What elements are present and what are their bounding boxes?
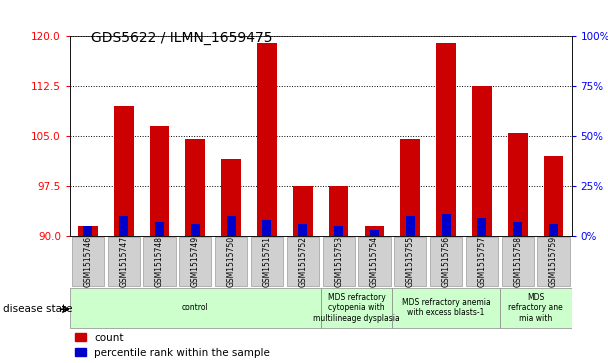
Bar <box>78 226 98 236</box>
FancyBboxPatch shape <box>287 237 319 286</box>
Text: GSM1515758: GSM1515758 <box>513 236 522 287</box>
Bar <box>508 133 528 236</box>
Bar <box>293 186 313 236</box>
Text: GSM1515749: GSM1515749 <box>191 236 200 287</box>
Text: GSM1515750: GSM1515750 <box>227 236 236 287</box>
Text: MDS refractory anemia
with excess blasts-1: MDS refractory anemia with excess blasts… <box>402 298 491 317</box>
FancyBboxPatch shape <box>70 287 321 328</box>
Text: disease state: disease state <box>3 304 72 314</box>
Bar <box>83 226 92 236</box>
Bar <box>119 216 128 236</box>
FancyBboxPatch shape <box>179 237 212 286</box>
FancyBboxPatch shape <box>215 237 247 286</box>
Text: GSM1515755: GSM1515755 <box>406 236 415 287</box>
Text: GSM1515753: GSM1515753 <box>334 236 343 287</box>
FancyBboxPatch shape <box>108 237 140 286</box>
Text: GSM1515748: GSM1515748 <box>155 236 164 287</box>
FancyBboxPatch shape <box>537 237 570 286</box>
FancyBboxPatch shape <box>143 237 176 286</box>
Bar <box>365 226 384 236</box>
Bar <box>472 86 492 236</box>
Bar <box>334 226 343 236</box>
Text: GDS5622 / ILMN_1659475: GDS5622 / ILMN_1659475 <box>91 31 273 45</box>
Text: control: control <box>182 303 209 312</box>
Bar <box>329 186 348 236</box>
FancyBboxPatch shape <box>251 237 283 286</box>
FancyBboxPatch shape <box>430 237 462 286</box>
Text: GSM1515751: GSM1515751 <box>263 236 272 287</box>
Bar <box>155 222 164 236</box>
Legend: count, percentile rank within the sample: count, percentile rank within the sample <box>75 333 270 358</box>
Bar <box>221 159 241 236</box>
Bar <box>437 43 456 236</box>
FancyBboxPatch shape <box>466 237 498 286</box>
FancyBboxPatch shape <box>392 287 500 328</box>
Bar <box>227 216 236 236</box>
Bar <box>299 224 307 236</box>
Bar <box>544 156 564 236</box>
Text: MDS
refractory ane
mia with: MDS refractory ane mia with <box>508 293 563 323</box>
Bar <box>401 139 420 236</box>
Text: GSM1515754: GSM1515754 <box>370 236 379 287</box>
FancyBboxPatch shape <box>321 287 392 328</box>
Text: GSM1515756: GSM1515756 <box>441 236 451 287</box>
Bar <box>185 139 205 236</box>
Text: GSM1515747: GSM1515747 <box>119 236 128 287</box>
FancyBboxPatch shape <box>72 237 104 286</box>
FancyBboxPatch shape <box>358 237 390 286</box>
Bar <box>191 224 200 236</box>
Bar <box>370 230 379 236</box>
Text: MDS refractory
cytopenia with
multilineage dysplasia: MDS refractory cytopenia with multilinea… <box>313 293 400 323</box>
FancyBboxPatch shape <box>394 237 426 286</box>
Bar <box>549 224 558 236</box>
Bar <box>441 214 451 236</box>
Bar <box>150 126 170 236</box>
Bar <box>477 218 486 236</box>
FancyBboxPatch shape <box>322 237 354 286</box>
Bar <box>257 43 277 236</box>
Bar <box>263 220 271 236</box>
Text: GSM1515752: GSM1515752 <box>299 236 307 287</box>
Text: GSM1515759: GSM1515759 <box>549 236 558 287</box>
Bar <box>513 222 522 236</box>
FancyBboxPatch shape <box>500 287 572 328</box>
Bar <box>114 106 134 236</box>
Text: GSM1515746: GSM1515746 <box>83 236 92 287</box>
Bar <box>406 216 415 236</box>
Text: GSM1515757: GSM1515757 <box>477 236 486 287</box>
FancyBboxPatch shape <box>502 237 534 286</box>
